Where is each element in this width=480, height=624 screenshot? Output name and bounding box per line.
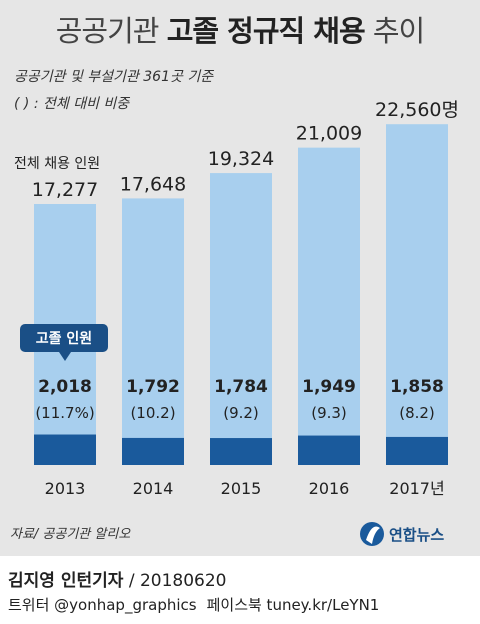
x-tick-2016: 2016 <box>309 479 350 498</box>
subtitle-share-note: ( ) : 전체 대비 비중 <box>14 96 130 112</box>
facebook-link[interactable]: 페이스북 tuney.kr/LeYN1 <box>206 596 380 614</box>
share-label-2014: (10.2) <box>130 404 175 422</box>
highschool-label-2016: 1,949 <box>302 377 356 397</box>
total-bar-2017년 <box>386 124 448 465</box>
subtitle-basis: 공공기관 및 부설기관 361곳 기준 <box>14 69 214 85</box>
total-bar-2015 <box>210 173 272 465</box>
title-prefix: 공공기관 <box>55 14 160 48</box>
social-links: 트위터 @yonhap_graphics 페이스북 tuney.kr/LeYN1 <box>8 594 379 615</box>
chart-title: 공공기관 고졸 정규직 채용 추이 <box>0 8 480 50</box>
source-note: 자료/ 공공기관 알리오 <box>10 527 131 542</box>
highschool-label-2014: 1,792 <box>126 377 180 397</box>
share-label-2016: (9.3) <box>311 404 347 422</box>
legend-badge-pointer <box>59 352 71 361</box>
x-tick-2013: 2013 <box>45 479 86 498</box>
logo-text: 연합뉴스 <box>389 526 444 544</box>
publish-date: / 20180620 <box>128 571 227 591</box>
total-label-2014: 17,648 <box>120 173 186 195</box>
highschool-bar-2017년 <box>386 436 448 465</box>
byline: 김지영 인턴기자 / 20180620 <box>8 566 226 591</box>
total-bar-2016 <box>298 147 360 465</box>
highschool-bar-2013 <box>34 434 96 465</box>
total-label-2016: 21,009 <box>296 123 362 145</box>
title-main: 고졸 정규직 채용 <box>166 14 366 48</box>
total-label-2013: 17,277 <box>32 179 98 201</box>
x-tick-2015: 2015 <box>221 479 262 498</box>
bar-chart: 17,277 2,018 (11.7%) 2013 17,648 1,792 (10.2) 2… <box>10 99 459 546</box>
legend-total-label: 전체 채용 인원 <box>14 156 100 172</box>
share-label-2017년: (8.2) <box>399 404 435 422</box>
highschool-label-2017년: 1,858 <box>390 377 444 397</box>
highschool-bar-2016 <box>298 435 360 465</box>
logo-swoosh-icon <box>366 526 380 544</box>
highschool-label-2015: 1,784 <box>214 377 268 397</box>
x-tick-2014: 2014 <box>133 479 174 498</box>
twitter-handle[interactable]: 트위터 @yonhap_graphics <box>8 596 197 614</box>
x-tick-2017년: 2017년 <box>389 479 444 498</box>
legend-highschool-badge <box>20 324 108 352</box>
total-label-2017년: 22,560명 <box>375 99 459 121</box>
total-label-2015: 19,324 <box>208 148 274 170</box>
highschool-bar-2014 <box>122 437 184 465</box>
highschool-bar-2015 <box>210 438 272 465</box>
total-bar-2014 <box>122 198 184 465</box>
author-name: 김지영 인턴기자 <box>8 571 124 591</box>
share-label-2013: (11.7%) <box>35 404 94 422</box>
legend-highschool-label: 고졸 인원 <box>36 330 92 347</box>
share-label-2015: (9.2) <box>223 404 259 422</box>
highschool-label-2013: 2,018 <box>38 377 92 397</box>
title-suffix: 추이 <box>372 14 425 48</box>
